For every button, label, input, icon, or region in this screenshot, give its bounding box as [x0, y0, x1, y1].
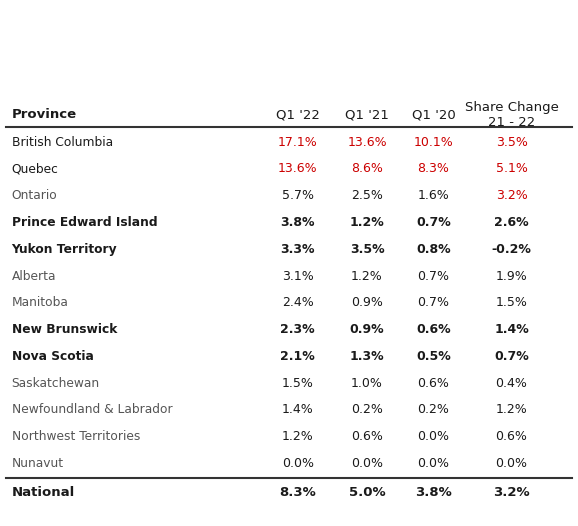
Text: 0.7%: 0.7%: [417, 269, 450, 282]
Text: 0.6%: 0.6%: [495, 430, 528, 443]
Text: 3.5%: 3.5%: [350, 242, 384, 256]
Text: 1.4%: 1.4%: [494, 323, 529, 336]
Text: British Columbia: British Columbia: [12, 136, 113, 148]
Text: 3.8%: 3.8%: [280, 216, 315, 229]
Text: 13.6%: 13.6%: [347, 136, 387, 148]
Text: Nunavut: Nunavut: [12, 457, 64, 470]
Text: Share of Canadian ZEV New Vehicle
Registrations 2022: Share of Canadian ZEV New Vehicle Regist…: [14, 25, 420, 68]
Text: Ontario: Ontario: [12, 189, 57, 202]
Text: Q1 '21: Q1 '21: [345, 108, 389, 121]
Text: 1.2%: 1.2%: [282, 430, 313, 443]
Text: 0.0%: 0.0%: [495, 457, 528, 470]
Text: 0.6%: 0.6%: [416, 323, 451, 336]
Text: Q1 '22: Q1 '22: [276, 108, 320, 121]
Text: Alberta: Alberta: [12, 269, 56, 282]
Text: 1.9%: 1.9%: [496, 269, 527, 282]
Text: 2.6%: 2.6%: [494, 216, 529, 229]
Text: 3.2%: 3.2%: [496, 189, 527, 202]
Text: 2.1%: 2.1%: [280, 350, 315, 363]
Text: 3.2%: 3.2%: [493, 486, 530, 499]
Text: 10.1%: 10.1%: [414, 136, 453, 148]
Text: -0.2%: -0.2%: [492, 242, 531, 256]
Text: 8.3%: 8.3%: [279, 486, 316, 499]
Text: 5.0%: 5.0%: [349, 486, 386, 499]
Text: Manitoba: Manitoba: [12, 296, 68, 309]
Text: 0.6%: 0.6%: [351, 430, 383, 443]
Text: Northwest Territories: Northwest Territories: [12, 430, 140, 443]
Text: 0.0%: 0.0%: [281, 457, 314, 470]
Text: 5.7%: 5.7%: [281, 189, 314, 202]
Text: 0.7%: 0.7%: [417, 296, 450, 309]
Text: Q1 '20: Q1 '20: [412, 108, 455, 121]
Text: 3.5%: 3.5%: [495, 136, 528, 148]
Text: 1.0%: 1.0%: [351, 377, 383, 390]
Text: 5.1%: 5.1%: [495, 163, 528, 175]
Text: Quebec: Quebec: [12, 163, 58, 175]
Text: 0.9%: 0.9%: [350, 323, 384, 336]
Text: 0.2%: 0.2%: [351, 403, 383, 417]
Text: Yukon Territory: Yukon Territory: [12, 242, 117, 256]
Text: 1.5%: 1.5%: [495, 296, 528, 309]
Text: 0.5%: 0.5%: [416, 350, 451, 363]
Text: 1.2%: 1.2%: [496, 403, 527, 417]
Text: Prince Edward Island: Prince Edward Island: [12, 216, 157, 229]
Text: 17.1%: 17.1%: [278, 136, 317, 148]
Text: National: National: [12, 486, 75, 499]
Text: 0.7%: 0.7%: [416, 216, 451, 229]
Text: 0.0%: 0.0%: [351, 457, 383, 470]
Text: 3.3%: 3.3%: [280, 242, 315, 256]
Text: Newfoundland & Labrador: Newfoundland & Labrador: [12, 403, 172, 417]
Text: 13.6%: 13.6%: [278, 163, 317, 175]
Text: 1.4%: 1.4%: [282, 403, 313, 417]
Text: 0.2%: 0.2%: [417, 403, 450, 417]
Text: 0.6%: 0.6%: [417, 377, 450, 390]
Text: 0.9%: 0.9%: [351, 296, 383, 309]
Text: 3.1%: 3.1%: [282, 269, 313, 282]
Text: Nova Scotia: Nova Scotia: [12, 350, 94, 363]
Text: 0.7%: 0.7%: [494, 350, 529, 363]
Text: Share Change
21 - 22: Share Change 21 - 22: [465, 100, 558, 129]
Text: 8.3%: 8.3%: [417, 163, 450, 175]
Text: New Brunswick: New Brunswick: [12, 323, 117, 336]
Text: 1.3%: 1.3%: [350, 350, 384, 363]
Text: 1.2%: 1.2%: [350, 216, 384, 229]
Text: Saskatchewan: Saskatchewan: [12, 377, 99, 390]
Text: Province: Province: [12, 108, 77, 121]
Text: 1.6%: 1.6%: [418, 189, 449, 202]
Text: 0.4%: 0.4%: [495, 377, 528, 390]
Text: 1.5%: 1.5%: [281, 377, 314, 390]
Text: 2.3%: 2.3%: [280, 323, 315, 336]
Text: 3.8%: 3.8%: [415, 486, 452, 499]
Text: 0.0%: 0.0%: [417, 457, 450, 470]
Text: 8.6%: 8.6%: [351, 163, 383, 175]
Text: 1.2%: 1.2%: [351, 269, 383, 282]
Text: 0.0%: 0.0%: [417, 430, 450, 443]
Text: 2.5%: 2.5%: [351, 189, 383, 202]
Text: 0.8%: 0.8%: [416, 242, 451, 256]
Text: 2.4%: 2.4%: [282, 296, 313, 309]
